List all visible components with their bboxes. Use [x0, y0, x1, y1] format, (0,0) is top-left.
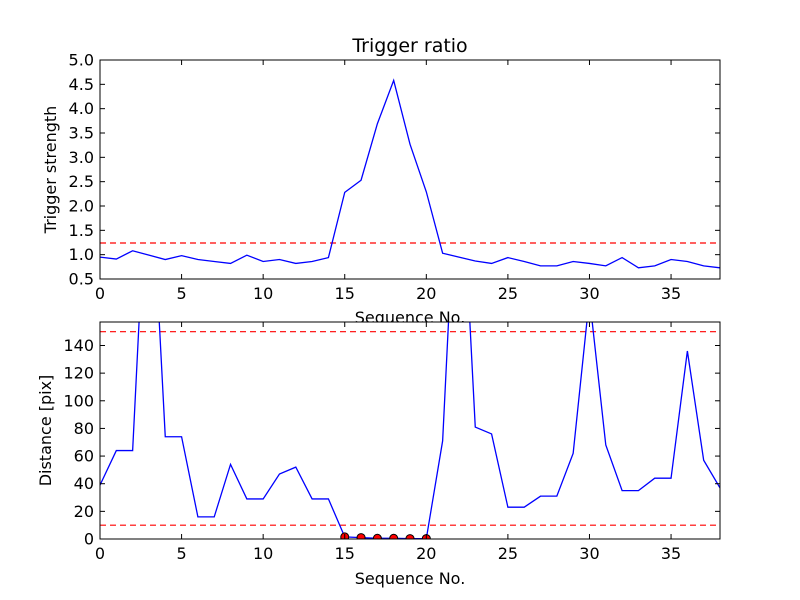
y-tick-label: 120 — [63, 364, 94, 383]
x-tick-label: 20 — [416, 284, 436, 303]
y-tick-label: 3.0 — [69, 148, 94, 167]
y-tick-label: 1.0 — [69, 245, 94, 264]
chart-title: Trigger ratio — [351, 35, 467, 57]
y-tick-label: 0 — [84, 530, 94, 549]
y-tick-label: 60 — [74, 447, 94, 466]
plot-area-top — [100, 60, 720, 279]
y-tick-label: 4.5 — [69, 75, 94, 94]
x-tick-label: 10 — [253, 544, 273, 563]
marker-point-3 — [389, 533, 399, 539]
x-tick-label: 25 — [498, 544, 518, 563]
y-tick-label: 40 — [74, 474, 94, 493]
x-axis-label-bottom: Sequence No. — [355, 569, 466, 588]
marker-point-1 — [356, 533, 366, 539]
y-axis-label-bottom: Distance [pix] — [36, 375, 55, 487]
chart-distance: 0 5 10 15 20 25 30 35 0 20 40 60 80 100 120 140 Sequenc… — [36, 321, 721, 588]
x-tick-label: 0 — [95, 284, 105, 303]
y-tick-label: 140 — [63, 336, 94, 355]
x-tick-label: 10 — [253, 284, 273, 303]
y-tick-label: 5.0 — [69, 51, 94, 70]
y-tick-label: 2.5 — [69, 172, 94, 191]
x-tick-label: 35 — [661, 544, 681, 563]
plot-frame-bottom — [99, 321, 721, 540]
x-tick-label: 15 — [335, 284, 355, 303]
series-line-0 — [100, 78, 720, 269]
y-tick-label: 3.5 — [69, 124, 94, 143]
y-tick-label: 4.0 — [69, 99, 94, 118]
y-tick-label: 1.5 — [69, 221, 94, 240]
x-tick-label: 0 — [95, 544, 105, 563]
plot-area-bottom — [100, 322, 720, 539]
x-tick-label: 15 — [335, 544, 355, 563]
plot-frame-top — [99, 59, 721, 280]
y-axis-label-top: Trigger strength — [41, 106, 60, 235]
y-tick-label: 20 — [74, 502, 94, 521]
x-tick-label: 30 — [579, 284, 599, 303]
y-tick-label: 2.0 — [69, 197, 94, 216]
y-tick-label: 100 — [63, 391, 94, 410]
x-tick-label: 5 — [176, 544, 186, 563]
x-tick-label: 5 — [176, 284, 186, 303]
marker-point-2 — [372, 533, 382, 539]
x-tick-label: 25 — [498, 284, 518, 303]
x-tick-label: 35 — [661, 284, 681, 303]
x-tick-label: 30 — [579, 544, 599, 563]
y-tick-label: 0.5 — [69, 270, 94, 289]
chart-trigger-ratio: 0 5 10 15 20 25 30 35 0.5 1.0 1.5 2.0 2.5 3.0 3.5 4.0 4.… — [41, 35, 721, 327]
y-tick-label: 80 — [74, 419, 94, 438]
x-tick-label: 20 — [416, 544, 436, 563]
